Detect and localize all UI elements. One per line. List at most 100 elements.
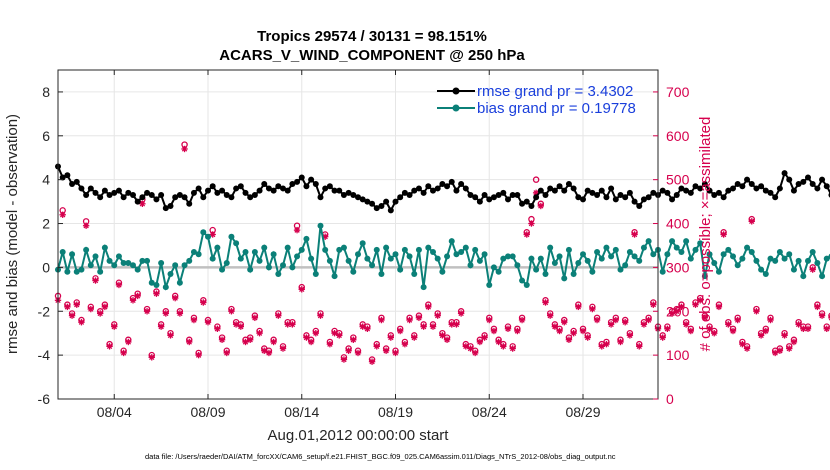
bias-point xyxy=(284,244,291,251)
obs-assimilated-point xyxy=(776,347,784,354)
bias-point xyxy=(336,246,343,253)
rmse-point xyxy=(575,194,582,201)
obs-assimilated-point xyxy=(631,231,638,238)
obs-assimilated-point xyxy=(354,349,362,357)
obs-assimilated-point xyxy=(509,345,516,352)
obs-assimilated-point xyxy=(645,316,652,324)
obs-assimilated-point xyxy=(542,299,549,306)
rmse-point xyxy=(669,196,676,203)
rmse-point xyxy=(134,198,141,205)
rmse-point xyxy=(148,192,155,199)
x-axis-ticks: 08/04 08/09 08/14 08/19 08/24 08/29 xyxy=(97,70,601,420)
obs-assimilated-point xyxy=(687,327,695,335)
y-right-tick-label: 200 xyxy=(666,303,690,319)
obs-assimilated-point xyxy=(143,308,151,315)
rmse-point xyxy=(472,194,479,201)
rmse-point xyxy=(505,196,511,203)
y-axis-right-label: # of obs: o=possible; ×=assimilated xyxy=(697,117,714,352)
bias-point xyxy=(580,251,586,258)
obs-assimilated-point xyxy=(270,338,277,346)
rmse-point xyxy=(776,185,783,192)
rmse-point xyxy=(312,181,319,188)
obs-assimilated-point xyxy=(523,231,530,238)
rmse-point xyxy=(430,187,436,194)
x-tick-label: 08/04 xyxy=(97,404,132,420)
bias-point xyxy=(158,260,165,267)
bias-point xyxy=(439,268,446,275)
bias-point xyxy=(415,246,422,253)
bias-point xyxy=(814,260,821,267)
rmse-point xyxy=(181,194,188,201)
y-right-tick-label: 400 xyxy=(666,216,690,232)
obs-assimilated-point xyxy=(589,305,596,313)
obs-assimilated-point xyxy=(790,338,798,346)
bias-point xyxy=(776,249,783,256)
obs-assimilated-point xyxy=(565,336,573,343)
obs-assimilated-point xyxy=(415,314,423,322)
obs-assimilated-point xyxy=(809,266,816,273)
chart-title-line1: Tropics 29574 / 30131 = 98.151% xyxy=(257,28,487,45)
rmse-point xyxy=(570,185,577,192)
obs-assimilated-point xyxy=(232,321,240,328)
bias-point xyxy=(289,264,296,271)
rmse-point xyxy=(425,183,432,190)
bias-point xyxy=(298,246,305,253)
rmse-point xyxy=(78,185,85,192)
bias-point xyxy=(139,257,146,264)
rmse-point xyxy=(326,183,333,190)
bias-point xyxy=(359,240,366,247)
bias-point xyxy=(533,266,540,273)
bias-point xyxy=(92,253,99,260)
bias-point xyxy=(673,244,680,251)
obs-assimilated-point xyxy=(251,314,259,322)
obs-assimilated-point xyxy=(139,200,146,207)
obs-assimilated-point xyxy=(364,325,371,333)
bias-point xyxy=(669,238,676,245)
rmse-point xyxy=(336,187,343,194)
x-tick-label: 08/29 xyxy=(565,404,600,420)
bias-point xyxy=(528,255,535,262)
rmse-point xyxy=(678,185,685,192)
bias-point xyxy=(462,244,469,251)
bias-point xyxy=(626,249,633,256)
rmse-point xyxy=(406,192,413,199)
bias-point xyxy=(383,244,390,251)
obs-assimilated-point xyxy=(162,310,170,317)
obs-assimilated-point xyxy=(368,358,376,365)
x-tick-label: 08/09 xyxy=(190,404,225,420)
rmse-point xyxy=(237,183,244,190)
obs-assimilated-point xyxy=(246,336,254,343)
y-right-tick-label: 300 xyxy=(666,259,690,275)
x-tick-label: 08/19 xyxy=(378,404,413,420)
obs-assimilated-point xyxy=(115,281,123,289)
bias-point xyxy=(744,244,751,251)
bias-point xyxy=(101,244,108,251)
rmse-point xyxy=(415,185,422,192)
bias-point xyxy=(790,266,797,273)
obs-assimilated-point xyxy=(556,327,563,335)
obs-assimilated-point xyxy=(696,297,704,304)
rmse-point xyxy=(120,194,127,201)
legend: rmse grand pr = 3.4302 bias grand pr = 0… xyxy=(437,83,636,117)
bias-point xyxy=(730,253,736,260)
bias-point xyxy=(78,266,85,273)
bias-point xyxy=(612,246,619,253)
obs-assimilated-point xyxy=(570,330,577,337)
bias-point xyxy=(115,253,122,260)
obs-assimilated-point xyxy=(387,334,395,341)
bias-point xyxy=(148,279,155,286)
rmse-point xyxy=(228,194,235,201)
obs-assimilated-point xyxy=(579,327,587,335)
bias-point xyxy=(172,262,179,269)
bias-point xyxy=(565,246,572,253)
rmse-point xyxy=(251,192,258,199)
rmse-point xyxy=(162,205,169,212)
obs-assimilated-point xyxy=(237,323,245,330)
rmse-point xyxy=(200,194,207,201)
bias-point xyxy=(650,251,657,258)
rmse-point xyxy=(514,192,521,199)
rmse-point xyxy=(556,183,563,190)
rmse-point xyxy=(130,192,136,199)
rmse-point xyxy=(805,174,811,181)
